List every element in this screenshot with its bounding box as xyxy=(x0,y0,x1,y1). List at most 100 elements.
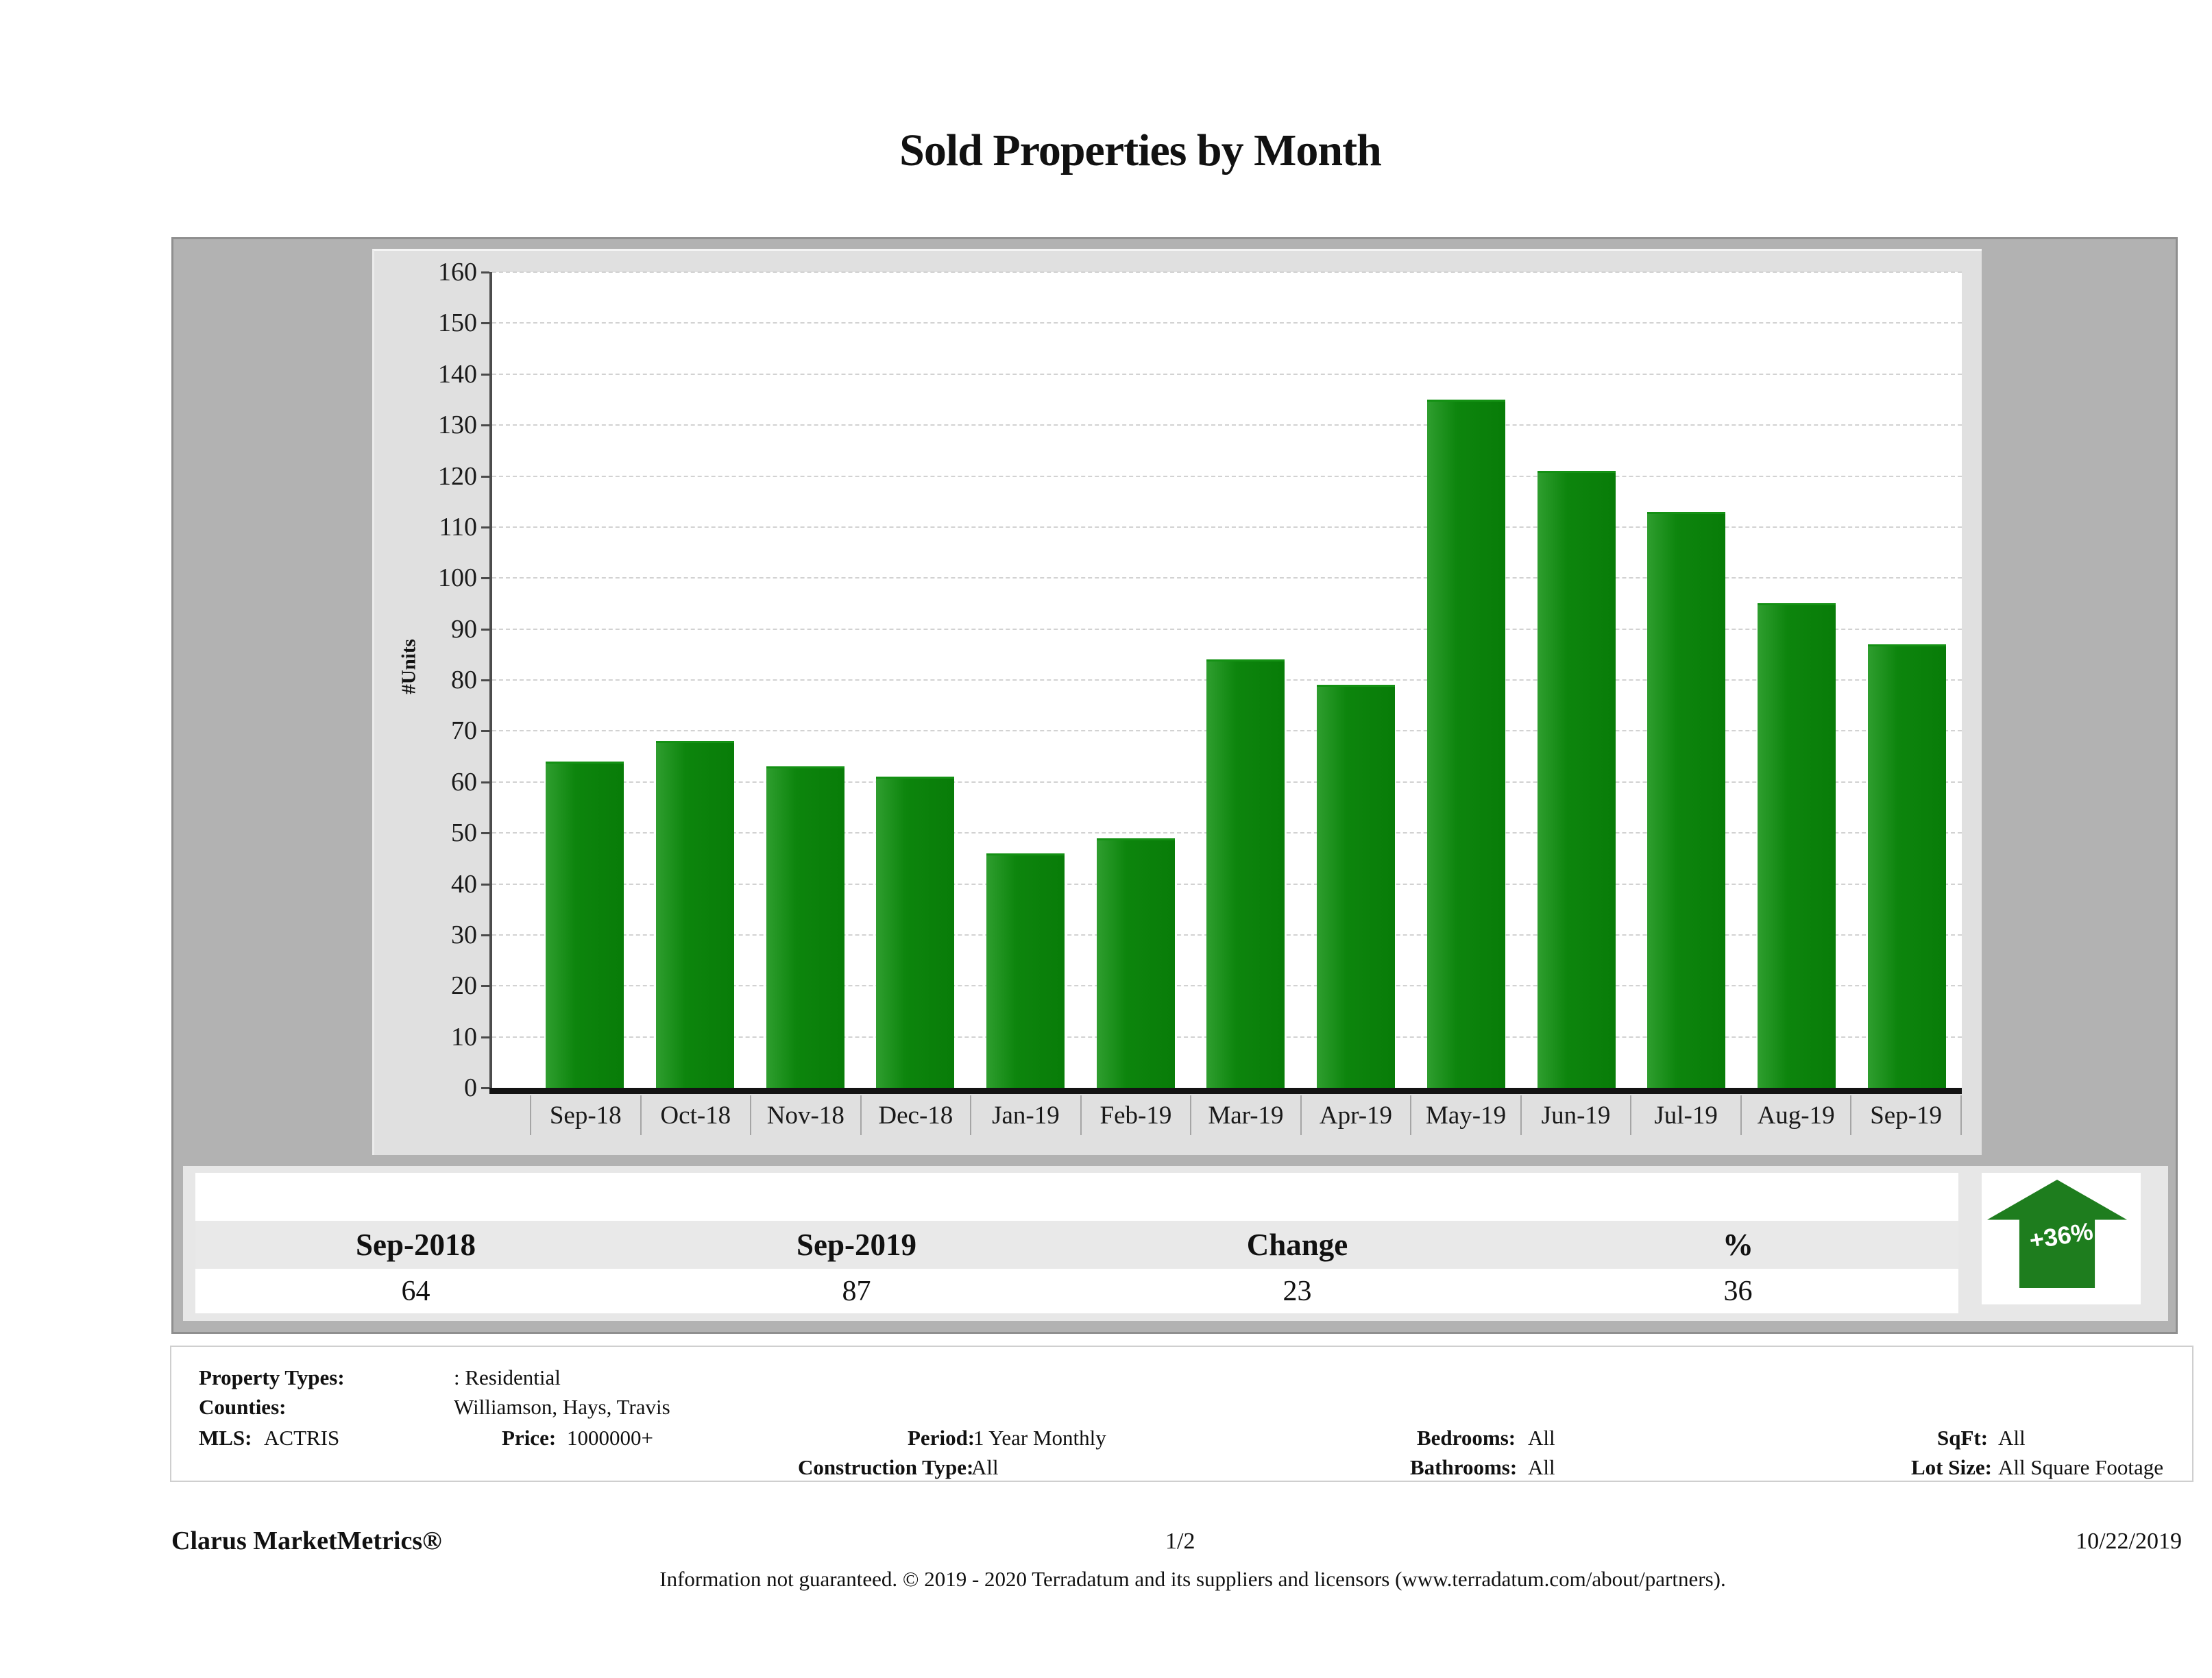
summary-value-1: 87 xyxy=(842,1275,871,1307)
y-tick-mark-120 xyxy=(481,475,489,478)
x-tick-label-sep-18: Sep-18 xyxy=(530,1095,640,1135)
gridline-110 xyxy=(492,526,1962,528)
y-tick-label-80: 80 xyxy=(451,666,477,694)
summary-col-sep-2018: Sep-2018 xyxy=(355,1228,476,1262)
x-tick-label-mar-19: Mar-19 xyxy=(1190,1095,1300,1135)
bar-slot-apr-19 xyxy=(1301,272,1411,1088)
bar-slot-jul-19 xyxy=(1631,272,1742,1088)
footer-disclaimer: Information not guaranteed. © 2019 - 202… xyxy=(659,1567,1726,1591)
y-tick-mark-150 xyxy=(481,322,489,325)
lot-size-label: Lot Size: xyxy=(1911,1455,1992,1479)
bar-jan-19 xyxy=(986,853,1065,1088)
y-tick-label-30: 30 xyxy=(451,920,477,949)
y-tick-mark-160 xyxy=(481,271,489,273)
y-tick-mark-70 xyxy=(481,730,489,733)
y-tick-mark-40 xyxy=(481,883,489,886)
y-tick-label-150: 150 xyxy=(438,308,477,338)
summary-value-0: 64 xyxy=(401,1275,430,1307)
y-tick-label-130: 130 xyxy=(438,411,477,440)
y-tick-label-100: 100 xyxy=(438,563,477,593)
chart-panel: #Units 0 10 20 30 40 50 60 70 80 90 100 110 120 130 14… xyxy=(372,249,1982,1155)
y-tick-label-140: 140 xyxy=(438,359,477,389)
bedrooms-value: All xyxy=(1528,1426,1555,1450)
bar-mar-19 xyxy=(1206,659,1285,1088)
bar-slot-nov-18 xyxy=(750,272,860,1088)
report-band: #Units 0 10 20 30 40 50 60 70 80 90 100 110 120 130 14… xyxy=(171,237,2178,1334)
x-tick-label-jan-19: Jan-19 xyxy=(970,1095,1080,1135)
y-tick-label-110: 110 xyxy=(439,512,477,542)
x-tick-label-may-19: May-19 xyxy=(1410,1095,1520,1135)
y-tick-mark-80 xyxy=(481,679,489,681)
bathrooms-value: All xyxy=(1528,1455,1555,1479)
bar-slot-feb-19 xyxy=(1080,272,1191,1088)
lot-size-value: All Square Footage xyxy=(1998,1455,2164,1479)
counties-value: Williamson, Hays, Travis xyxy=(454,1395,670,1419)
bar-slot-jan-19 xyxy=(971,272,1081,1088)
x-tick-label-apr-19: Apr-19 xyxy=(1300,1095,1411,1135)
y-tick-label-120: 120 xyxy=(438,461,477,491)
footer-page-number: 1/2 xyxy=(1165,1529,1195,1554)
counties-label: Counties: xyxy=(199,1395,287,1419)
bathrooms-label: Bathrooms: xyxy=(1410,1455,1518,1479)
bar-slot-sep-18 xyxy=(530,272,640,1088)
bar-slot-aug-19 xyxy=(1742,272,1852,1088)
footer-brand: Clarus MarketMetrics® xyxy=(171,1527,442,1555)
mls-label: MLS: xyxy=(199,1426,252,1450)
price-value: 1000000+ xyxy=(567,1426,653,1450)
y-tick-label-60: 60 xyxy=(451,767,477,797)
y-tick-label-40: 40 xyxy=(451,869,477,899)
y-tick-mark-30 xyxy=(481,934,489,936)
bar-nov-18 xyxy=(766,766,844,1088)
y-tick-mark-60 xyxy=(481,781,489,783)
x-axis-labels: Sep-18 Oct-18 Nov-18 Dec-18 Jan-19 Feb-19 Mar-… xyxy=(530,1095,1962,1135)
y-tick-mark-50 xyxy=(481,832,489,835)
property-types-value: : Residential xyxy=(454,1365,561,1389)
period-value: 1 Year Monthly xyxy=(973,1426,1106,1450)
bar-jul-19 xyxy=(1647,511,1726,1088)
summary-strip: Sep-2018 Sep-2019 Change% 64 87 23 36 +36% xyxy=(183,1166,2168,1321)
bar-apr-19 xyxy=(1317,685,1396,1088)
y-tick-mark-110 xyxy=(481,526,489,528)
gridline-120 xyxy=(492,475,1962,477)
gridline-100 xyxy=(492,577,1962,579)
x-tick-label-nov-18: Nov-18 xyxy=(750,1095,860,1135)
sqft-label: SqFt: xyxy=(1937,1426,1989,1450)
bar-sep-19 xyxy=(1867,644,1946,1088)
y-tick-mark-10 xyxy=(481,1036,489,1038)
y-tick-mark-90 xyxy=(481,628,489,631)
bar-feb-19 xyxy=(1096,838,1175,1088)
y-tick-label-160: 160 xyxy=(438,258,477,287)
y-tick-mark-0 xyxy=(481,1087,489,1089)
bar-jun-19 xyxy=(1537,471,1616,1088)
summary-value-3: 36 xyxy=(1723,1275,1753,1307)
summary-value-2: 23 xyxy=(1283,1275,1312,1307)
summary-col-change: Change xyxy=(1246,1228,1348,1262)
y-tick-label-20: 20 xyxy=(451,971,477,1001)
bars xyxy=(530,272,1962,1088)
y-axis-line xyxy=(489,272,492,1094)
bar-oct-18 xyxy=(656,741,735,1088)
y-tick-label-50: 50 xyxy=(451,818,477,848)
footer-date: 10/22/2019 xyxy=(2076,1529,2182,1554)
x-axis-line xyxy=(489,1088,1962,1094)
bar-slot-jun-19 xyxy=(1521,272,1631,1088)
x-tick-label-jul-19: Jul-19 xyxy=(1630,1095,1740,1135)
x-tick-label-dec-18: Dec-18 xyxy=(860,1095,971,1135)
bedrooms-label: Bedrooms: xyxy=(1417,1426,1516,1450)
y-tick-mark-130 xyxy=(481,424,489,427)
filters-box: Property Types: : Residential Counties: … xyxy=(170,1346,2193,1482)
y-tick-label-10: 10 xyxy=(451,1022,477,1051)
summary-empty-row xyxy=(195,1173,1958,1221)
bar-slot-may-19 xyxy=(1411,272,1522,1088)
construction-type-value: All xyxy=(971,1455,999,1479)
x-tick-label-oct-18: Oct-18 xyxy=(640,1095,751,1135)
bar-slot-mar-19 xyxy=(1191,272,1301,1088)
sqft-value: All xyxy=(1998,1426,2026,1450)
period-label: Period: xyxy=(908,1426,975,1450)
x-tick-label-aug-19: Aug-19 xyxy=(1740,1095,1851,1135)
summary-col-sep-2019: Sep-2019 xyxy=(796,1228,916,1262)
x-tick-label-feb-19: Feb-19 xyxy=(1080,1095,1191,1135)
summary-values-row: 64 87 23 36 xyxy=(195,1269,1958,1313)
summary-header-row: Sep-2018 Sep-2019 Change% xyxy=(195,1221,1958,1269)
bar-slot-sep-19 xyxy=(1851,272,1962,1088)
